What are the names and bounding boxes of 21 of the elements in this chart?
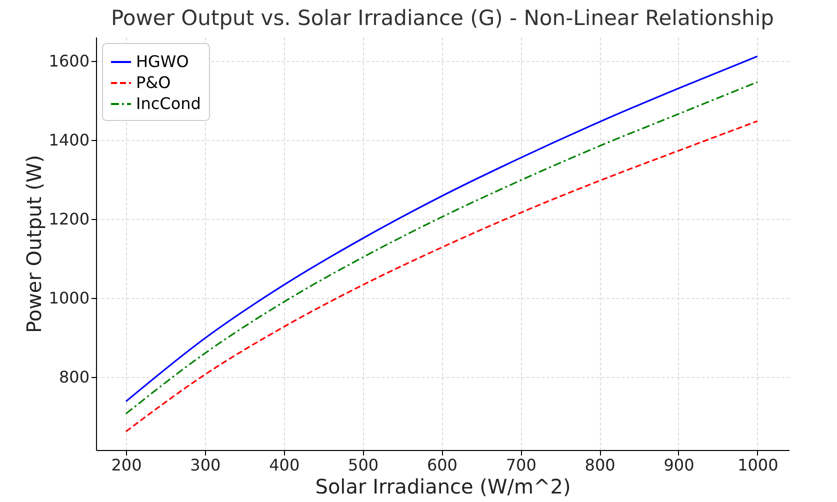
y-tick-label: 1200 xyxy=(48,210,90,229)
y-tick-label: 1600 xyxy=(48,52,90,71)
x-axis-title: Solar Irradiance (W/m^2) xyxy=(315,474,571,498)
x-tick-label: 600 xyxy=(426,456,458,474)
x-tick-label: 200 xyxy=(111,456,142,474)
line-series xyxy=(125,120,758,432)
chart-title: Power Output vs. Solar Irradiance (G) - Non-Linear Relationship xyxy=(110,6,774,30)
y-tick-label: 1000 xyxy=(48,288,90,308)
y-tick-label: 1400 xyxy=(48,130,90,150)
x-tick-label: 500 xyxy=(348,456,379,474)
x-tick-label: 700 xyxy=(506,456,536,474)
x-tick-label: 400 xyxy=(269,456,300,474)
x-tick-label: 800 xyxy=(584,456,616,474)
y-tick-label: 800 xyxy=(58,367,90,386)
legend-label: IncCond xyxy=(136,94,201,113)
legend-label: P&O xyxy=(136,73,171,92)
legend-label: HGWO xyxy=(136,52,189,71)
x-tick-label: 300 xyxy=(190,456,221,474)
x-tick-label: 1000 xyxy=(738,456,778,474)
x-tick-label: 900 xyxy=(664,456,694,474)
y-axis-title: Power Output (W) xyxy=(22,154,46,334)
